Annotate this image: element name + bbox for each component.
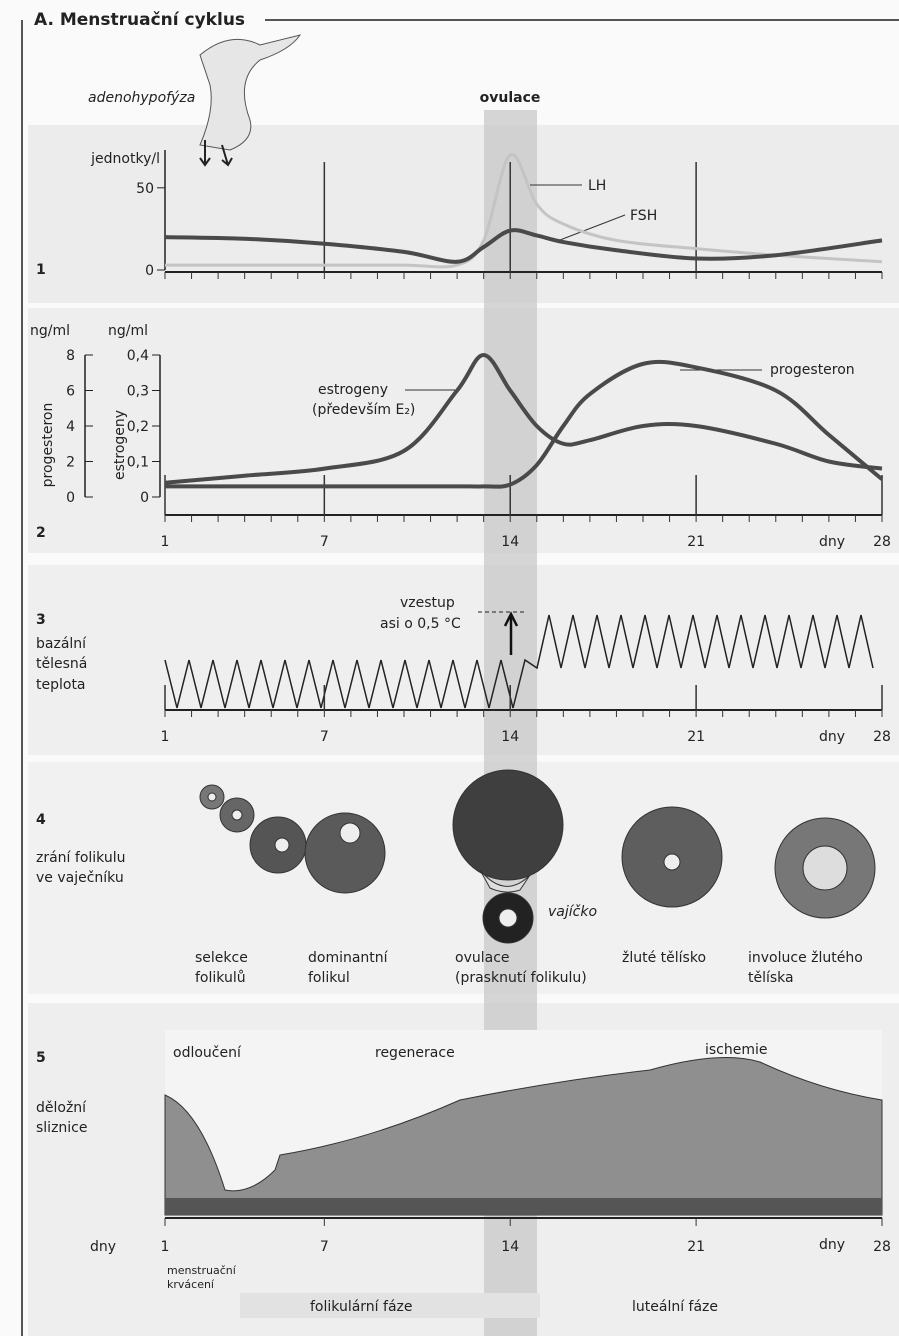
series-label: FSH: [630, 208, 657, 224]
x-tick-label: 1: [161, 534, 170, 550]
ovulation-label: ovulace: [480, 90, 541, 106]
annotation: asi o 0,5 °C: [380, 616, 461, 632]
x-tick-label: 21: [687, 1239, 705, 1255]
stage-label: dominantní: [308, 950, 389, 966]
panel-number: 4: [36, 812, 46, 828]
panel-label: zrání folikulu: [36, 850, 125, 866]
x-tick-label: 14: [501, 729, 519, 745]
y-tick-label: 0,4: [127, 348, 149, 364]
panel-label: sliznice: [36, 1120, 88, 1136]
x-label: dny: [90, 1239, 116, 1255]
y-label: jednotky/l: [90, 151, 160, 167]
y-tick-label: 0,1: [127, 455, 149, 471]
y-label: estrogeny: [112, 410, 128, 480]
series-label: progesteron: [770, 362, 855, 378]
x-tick-label: 7: [320, 534, 329, 550]
x-tick-label: 21: [687, 534, 705, 550]
y2-unit: ng/ml: [30, 323, 70, 339]
x-tick-label: 7: [320, 729, 329, 745]
x-tick-label: 14: [501, 1239, 519, 1255]
y2-tick-label: 8: [66, 348, 75, 364]
pituitary-label: adenohypofýza: [88, 90, 195, 106]
phase-label: ischemie: [705, 1042, 768, 1058]
bleeding-label: menstruační: [167, 1264, 237, 1277]
y-unit: ng/ml: [108, 323, 148, 339]
phase-label: folikulární fáze: [310, 1299, 412, 1315]
y-tick-label: 0: [145, 263, 154, 279]
x-tick-label: 28: [873, 1239, 891, 1255]
page: A. Menstruační cyklus adenohypofýza ovul…: [0, 0, 899, 1336]
panel-bg: [28, 308, 899, 553]
phase-label: regenerace: [375, 1045, 455, 1061]
panel-label: bazální: [36, 636, 87, 652]
y-tick-label: 50: [136, 181, 154, 197]
y2-tick-label: 4: [66, 419, 75, 435]
panel-number: 1: [36, 262, 46, 278]
series-label: estrogeny: [318, 382, 388, 398]
stage-label: tělíska: [748, 970, 794, 986]
panel-number: 5: [36, 1050, 46, 1066]
x-tick-label: 21: [687, 729, 705, 745]
egg-label: vajíčko: [548, 904, 597, 920]
x-label: dny: [819, 1237, 845, 1253]
panel-number: 2: [36, 525, 46, 541]
y-tick-label: 0,2: [127, 419, 149, 435]
x-tick-label: 7: [320, 1239, 329, 1255]
stage-label: involuce žlutého: [748, 950, 863, 966]
bleeding-label: krvácení: [167, 1278, 215, 1291]
panel-label: teplota: [36, 677, 86, 693]
panel-label: ve vaječníku: [36, 870, 124, 886]
phase-label: odloučení: [173, 1045, 242, 1061]
series-subtitle: (především E₂): [312, 402, 415, 418]
series-label: LH: [588, 178, 606, 194]
panel-number: 3: [36, 612, 46, 628]
myometrium: [165, 1198, 882, 1215]
x-label: dny: [819, 729, 845, 745]
y2-tick-label: 6: [66, 384, 75, 400]
x-tick-label: 1: [161, 729, 170, 745]
phase-label: luteální fáze: [632, 1299, 718, 1315]
panel-bg: [28, 565, 899, 755]
title: A. Menstruační cyklus: [34, 10, 245, 30]
stage-label: folikul: [308, 970, 350, 986]
y-tick-label: 0,3: [127, 384, 149, 400]
stage-label: ovulace: [455, 950, 510, 966]
panel-label: děložní: [36, 1100, 87, 1116]
stage-label: folikulů: [195, 970, 246, 986]
x-tick-label: 1: [161, 1239, 170, 1255]
x-tick-label: 28: [873, 729, 891, 745]
x-label: dny: [819, 534, 845, 550]
x-tick-label: 28: [873, 534, 891, 550]
annotation: vzestup: [400, 595, 455, 611]
x-tick-label: 14: [501, 534, 519, 550]
y2-tick-label: 2: [66, 455, 75, 471]
panel-label: tělesná: [36, 656, 87, 672]
y2-label: progesteron: [40, 403, 56, 488]
y2-tick-label: 0: [66, 490, 75, 506]
stage-label: selekce: [195, 950, 248, 966]
stage-label: žluté tělísko: [622, 950, 706, 966]
y-tick-label: 0: [140, 490, 149, 506]
stage-label: (prasknutí folikulu): [455, 970, 587, 986]
